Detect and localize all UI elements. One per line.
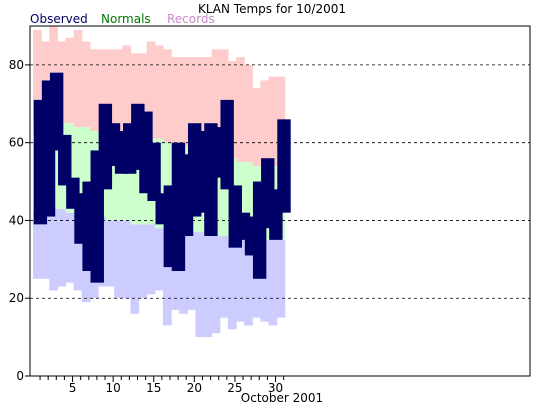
record-high-band-day-13 [130, 53, 140, 135]
chart-title: KLAN Temps for 10/2001 [198, 2, 346, 16]
record-high-band-day-1 [33, 29, 42, 124]
record-high-band-day-22 [203, 57, 213, 151]
record-low-band-day-5 [65, 212, 75, 283]
record-high-band-day-8 [89, 49, 99, 132]
record-low-band-day-19 [179, 232, 188, 314]
record-high-band-day-30 [268, 76, 278, 166]
x-axis-label: October 2001 [241, 391, 323, 405]
record-low-band-day-6 [73, 212, 83, 291]
y-tick-label-20: 20 [9, 291, 24, 305]
normal-band-day-7 [81, 127, 91, 213]
record-high-band-day-9 [97, 49, 107, 135]
record-high-band-day-27 [244, 64, 253, 163]
record-high-band-day-18 [171, 57, 180, 143]
record-low-band-day-14 [138, 224, 148, 299]
y-tick-label-80: 80 [9, 58, 24, 72]
record-low-band-day-4 [57, 208, 67, 287]
x-tick-label-25: 25 [227, 381, 242, 395]
normal-band-day-11 [114, 134, 123, 221]
observed-bar-day-24 [220, 99, 234, 190]
record-high-band-day-15 [146, 41, 156, 139]
record-low-band-day-1 [33, 212, 42, 279]
y-tick-label-40: 40 [9, 213, 24, 227]
record-high-band-day-10 [106, 49, 115, 135]
record-low-band-day-26 [236, 239, 245, 322]
x-tick-label-5: 5 [69, 381, 77, 395]
record-high-band-day-6 [73, 29, 83, 128]
x-tick-label-20: 20 [187, 381, 202, 395]
axes: 5 10 15 20 25 30 0 20 40 60 80 [9, 58, 285, 395]
record-high-band-day-21 [195, 57, 205, 151]
observed-bar-day-4 [58, 134, 72, 186]
record-high-band-day-20 [187, 57, 196, 147]
normal-band-day-6 [73, 127, 83, 213]
record-high-band-day-14 [138, 53, 148, 139]
observed-bar-day-15 [147, 142, 161, 201]
x-tick-label-30: 30 [268, 381, 283, 395]
plot-frame [29, 25, 531, 377]
record-high-band-day-17 [162, 49, 172, 143]
record-high-band-day-5 [65, 37, 75, 124]
record-low-band-day-22 [203, 236, 213, 338]
record-low-band-day-25 [227, 239, 237, 330]
observed-bar-day-31 [277, 119, 291, 213]
legend-normals: Normals [101, 12, 151, 26]
record-high-band-day-29 [260, 80, 270, 166]
record-low-band-day-17 [162, 228, 172, 326]
normal-band-day-24 [219, 154, 229, 236]
record-low-band-day-2 [41, 212, 50, 279]
record-high-band-day-11 [114, 49, 123, 135]
record-high-band-day-16 [154, 45, 164, 139]
record-low-band-day-29 [260, 239, 270, 322]
normal-band-day-13 [130, 134, 140, 225]
record-low-band-day-31 [276, 239, 286, 318]
gridlines [30, 64, 530, 299]
legend-records: Records [167, 12, 215, 26]
record-high-band-day-7 [81, 41, 91, 128]
normal-band-day-12 [122, 134, 132, 221]
observed-bar-day-3 [49, 72, 64, 151]
record-low-band-day-20 [187, 232, 196, 310]
record-high-band-day-12 [122, 45, 132, 135]
record-low-band-day-12 [122, 220, 132, 299]
record-low-band-day-3 [49, 208, 58, 291]
record-high-band-day-19 [179, 57, 188, 147]
record-low-band-day-15 [146, 224, 156, 295]
record-low-band-day-10 [106, 220, 115, 287]
record-high-band-day-28 [252, 88, 261, 166]
record-low-band-day-11 [114, 220, 123, 299]
record-high-band-day-23 [211, 49, 221, 151]
record-low-band-day-30 [268, 239, 278, 326]
record-low-band-day-21 [195, 232, 205, 338]
legend-observed: Observed [30, 12, 88, 26]
observed-bars [33, 72, 291, 283]
record-low-band-day-27 [244, 239, 253, 326]
record-low-band-day-16 [154, 228, 164, 291]
record-low-band-day-24 [219, 236, 229, 318]
x-tick-label-10: 10 [105, 381, 120, 395]
record-low-band-day-13 [130, 224, 140, 314]
record-low-band-day-23 [211, 236, 221, 334]
record-high-band-day-26 [236, 57, 245, 163]
normal-band-day-27 [244, 162, 253, 240]
y-tick-label-60: 60 [9, 136, 24, 150]
x-tick-label-15: 15 [146, 381, 161, 395]
y-tick-label-0: 0 [16, 369, 24, 383]
